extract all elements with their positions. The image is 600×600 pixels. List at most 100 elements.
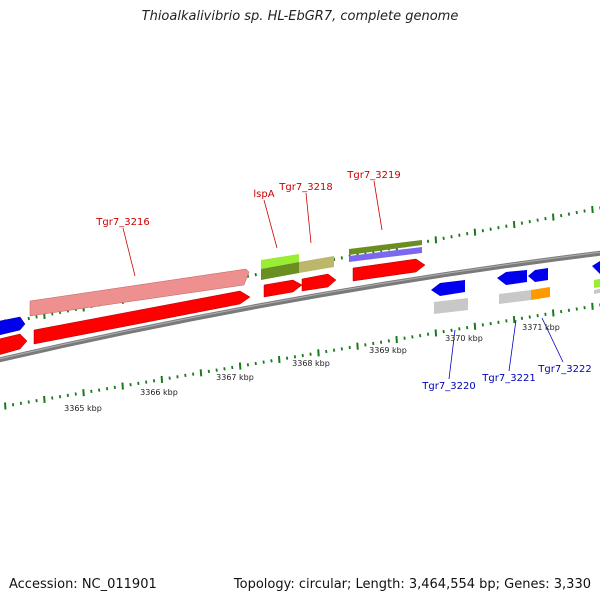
inner-ring-minor-tick — [567, 308, 571, 312]
inner-ring-minor-tick — [137, 381, 140, 386]
feature-blue-cds-3221b — [528, 268, 548, 282]
inner-ring-minor-tick — [215, 368, 218, 372]
feature-khaki-cds — [299, 256, 334, 273]
inner-ring-minor-tick — [129, 383, 132, 387]
outer-ring-minor-tick — [458, 233, 461, 237]
map-title: Thioalkalivibrio sp. HL-EbGR7, complete … — [141, 9, 459, 24]
ruler-label-3367: 3367 kbp — [216, 373, 254, 382]
outer-ring-minor-tick — [254, 272, 257, 277]
genome-backbone — [0, 250, 600, 363]
outer-ring-minor-tick — [489, 227, 492, 231]
inner-ring-minor-tick — [74, 392, 77, 396]
feature-lime-cds — [261, 254, 299, 269]
inner-ring-minor-tick — [340, 347, 343, 351]
outer-ring-minor-tick — [567, 212, 571, 216]
feature-slate-cds — [349, 247, 422, 262]
inner-ring-minor-tick — [419, 333, 422, 338]
outer-ring-minor-tick — [442, 236, 445, 240]
inner-ring-minor-tick — [332, 348, 336, 352]
inner-ring-minor-tick — [426, 332, 430, 336]
inner-ring-major-tick — [199, 369, 203, 377]
inner-ring-minor-tick — [90, 389, 93, 394]
inner-ring-major-tick — [160, 375, 164, 383]
inner-ring-minor-tick — [583, 306, 586, 310]
inner-ring-minor-tick — [466, 325, 469, 330]
outer-ring-minor-tick — [35, 315, 38, 319]
outer-ring-minor-tick — [450, 235, 453, 239]
inner-ring-minor-tick — [270, 359, 273, 363]
feature-olive-cds-b — [349, 240, 422, 255]
gene-label-tgr7-3221: Tgr7_3221 — [481, 373, 535, 384]
inner-ring-minor-tick — [442, 329, 445, 334]
feature-red-cds-lspa — [263, 279, 303, 298]
outer-ring-minor-tick — [27, 316, 30, 321]
inner-ring-major-tick — [238, 362, 242, 370]
inner-ring-minor-tick — [51, 396, 54, 400]
outer-ring-minor-tick — [536, 218, 539, 222]
inner-ring-minor-tick — [231, 365, 234, 370]
label-connectors — [122, 180, 564, 380]
gene-label-tgr7-3216: Tgr7_3216 — [95, 217, 149, 228]
inner-ring-minor-tick — [152, 379, 156, 383]
inner-ring-minor-tick — [481, 323, 484, 327]
inner-ring-minor-tick — [176, 375, 179, 379]
inner-ring-minor-tick — [411, 335, 414, 339]
ruler-label-3366: 3366 kbp — [140, 388, 178, 397]
inner-ring-minor-tick — [364, 343, 367, 347]
gene-label-tgr7-3218: Tgr7_3218 — [278, 182, 332, 193]
inner-ring-minor-tick — [66, 393, 69, 398]
feature-blue-cds-3221 — [497, 270, 527, 285]
inner-ring-minor-tick — [544, 312, 547, 316]
inner-ring-minor-tick — [285, 356, 289, 360]
inner-ring-minor-tick — [301, 353, 304, 358]
outer-ring-minor-tick — [560, 213, 563, 218]
accession-text: Accession: NC_011901 — [9, 577, 157, 592]
outer-ring-minor-tick — [466, 232, 469, 236]
inner-ring-minor-tick — [403, 336, 406, 340]
inner-ring-minor-tick — [560, 309, 563, 314]
inner-ring-minor-tick — [325, 349, 328, 354]
feature-red-cds-3216 — [33, 290, 251, 345]
outer-ring-minor-tick — [520, 221, 524, 225]
feature-pink-cds — [29, 268, 250, 317]
ruler-label-3370: 3370 kbp — [445, 334, 483, 343]
inner-ring-minor-tick — [348, 345, 351, 350]
inner-ring-minor-tick — [105, 387, 109, 391]
inner-ring-minor-tick — [309, 352, 312, 356]
gene-label-tgr7-3219: Tgr7_3219 — [346, 170, 400, 181]
inner-ring-minor-tick — [458, 327, 461, 331]
outer-ring-minor-tick — [426, 239, 430, 243]
outer-ring-minor-tick — [544, 216, 547, 221]
inner-ring-minor-tick — [207, 369, 210, 374]
outer-ring-major-tick — [512, 221, 516, 229]
feature-grey-cds-right — [594, 288, 600, 294]
inner-ring-minor-tick — [246, 363, 250, 367]
inner-ring-minor-tick — [113, 385, 116, 390]
inner-ring-major-tick — [356, 342, 359, 350]
outer-ring-minor-tick — [528, 219, 531, 224]
feature-lime-cds-right — [594, 278, 600, 288]
gene-label-tgr7-3222: Tgr7_3222 — [537, 364, 591, 375]
inner-ring-minor-tick — [11, 403, 15, 407]
feature-blue-cds-3220 — [431, 280, 465, 296]
inner-ring-major-tick — [395, 336, 398, 344]
inner-ring-minor-tick — [575, 307, 578, 311]
inner-ring-minor-tick — [262, 360, 265, 364]
inner-ring-minor-tick — [19, 401, 23, 405]
reverse-features — [431, 261, 600, 314]
inner-ring-major-tick — [473, 322, 477, 330]
ruler-label-3368: 3368 kbp — [292, 359, 330, 368]
feature-olive-cds-a — [261, 262, 299, 280]
gene-label-lspa: lspA — [253, 189, 274, 200]
feature-grey-cds-3220 — [434, 298, 468, 314]
ruler-label-3369: 3369 kbp — [369, 346, 407, 355]
inner-ring-minor-tick — [528, 315, 531, 319]
outer-ring-major-tick — [434, 236, 438, 244]
inner-ring-minor-tick — [536, 313, 539, 318]
inner-ring-minor-tick — [497, 320, 500, 324]
forward-features — [0, 240, 426, 355]
inner-ring-minor-tick — [450, 328, 453, 332]
inner-ring-minor-tick — [27, 400, 30, 404]
inner-ring-major-tick — [43, 395, 46, 403]
